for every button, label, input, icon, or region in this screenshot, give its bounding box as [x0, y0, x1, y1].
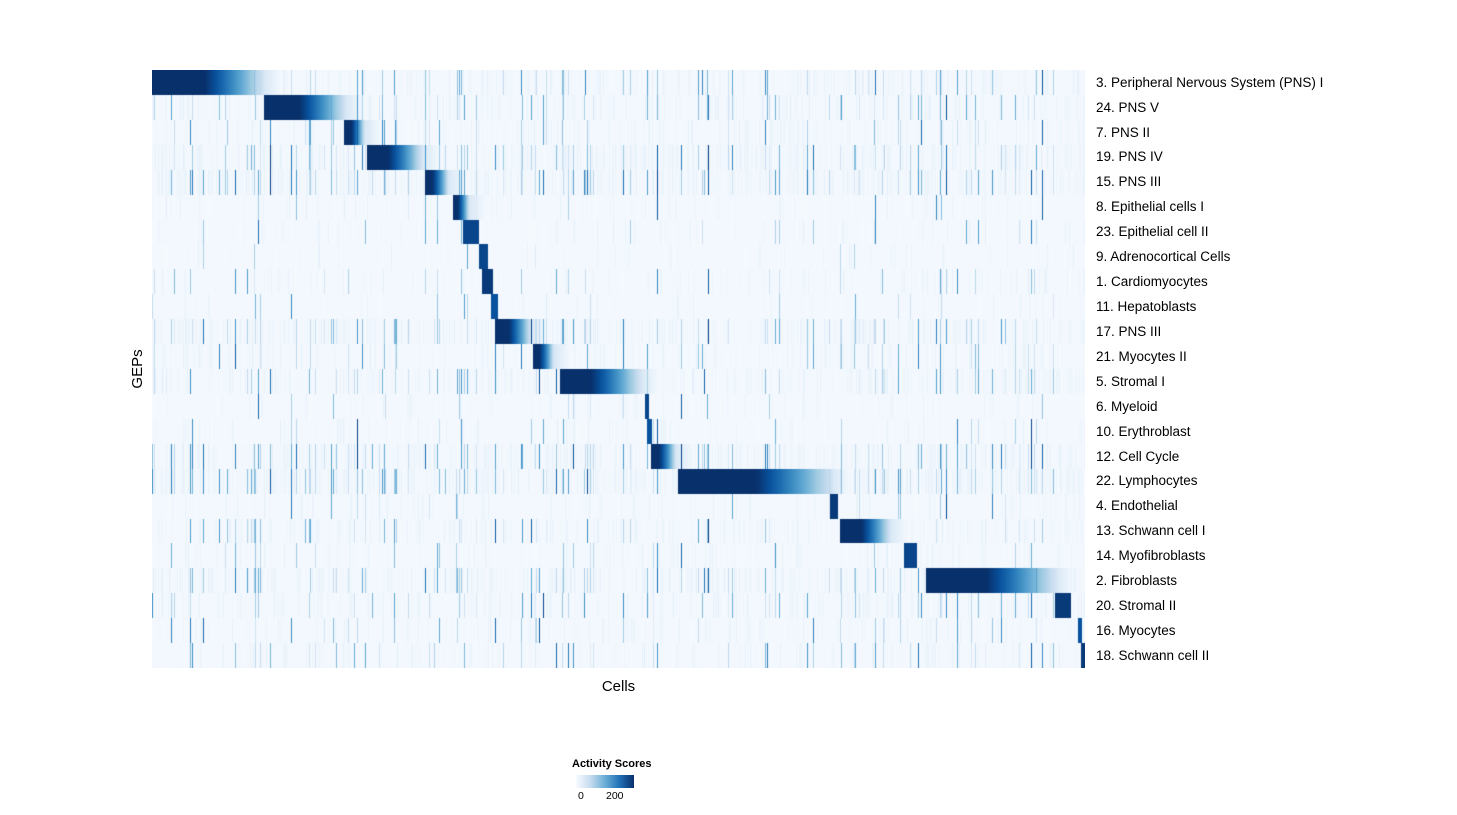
legend-gradient-bar [576, 775, 634, 788]
y-axis-label: GEPs [129, 349, 146, 389]
gep-row-label: 22. Lymphocytes [1096, 473, 1198, 489]
legend-tick-max: 200 [606, 790, 624, 802]
gep-row-label: 17. PNS III [1096, 323, 1162, 339]
legend-title: Activity Scores [572, 758, 652, 770]
legend-tick-min: 0 [578, 790, 584, 802]
gep-row-label: 15. PNS III [1096, 174, 1162, 190]
gep-row-label: 19. PNS IV [1096, 149, 1163, 165]
gep-row-label: 5. Stromal I [1096, 373, 1166, 389]
gep-row-labels: 3. Peripheral Nervous System (PNS) I 24. … [1096, 70, 1446, 668]
gep-row-label: 6. Myeloid [1096, 398, 1158, 414]
gep-row-label: 16. Myocytes [1096, 622, 1176, 638]
heatmap-plot-area [152, 70, 1085, 668]
gep-row-label: 18. Schwann cell II [1096, 647, 1210, 663]
gep-row-label: 8. Epithelial cells I [1096, 199, 1205, 215]
gep-row-label: 3. Peripheral Nervous System (PNS) I [1096, 74, 1324, 90]
gep-row-label: 12. Cell Cycle [1096, 448, 1180, 464]
gep-row-label: 9. Adrenocortical Cells [1096, 249, 1231, 265]
heatmap-canvas [152, 70, 1085, 668]
activity-scores-legend: Activity Scores 0 200 [570, 758, 710, 803]
gep-row-label: 23. Epithelial cell II [1096, 224, 1209, 240]
gep-row-label: 4. Endothelial [1096, 498, 1178, 514]
gep-row-label: 21. Myocytes II [1096, 348, 1187, 364]
x-axis-label: Cells [601, 678, 636, 695]
gep-row-label: 13. Schwann cell I [1096, 523, 1206, 539]
gep-row-label: 10. Erythroblast [1096, 423, 1191, 439]
gep-row-label: 7. PNS II [1096, 124, 1151, 140]
legend-ticks: 0 200 [570, 790, 650, 803]
gep-row-label: 24. PNS V [1096, 99, 1160, 115]
gep-row-label: 2. Fibroblasts [1096, 573, 1178, 589]
gep-row-label: 11. Hepatoblasts [1096, 299, 1197, 314]
gep-row-label: 1. Cardiomyocytes [1096, 274, 1208, 290]
gep-row-label: 20. Stromal II [1096, 598, 1177, 614]
gep-row-label: 14. Myofibroblasts [1096, 548, 1206, 564]
